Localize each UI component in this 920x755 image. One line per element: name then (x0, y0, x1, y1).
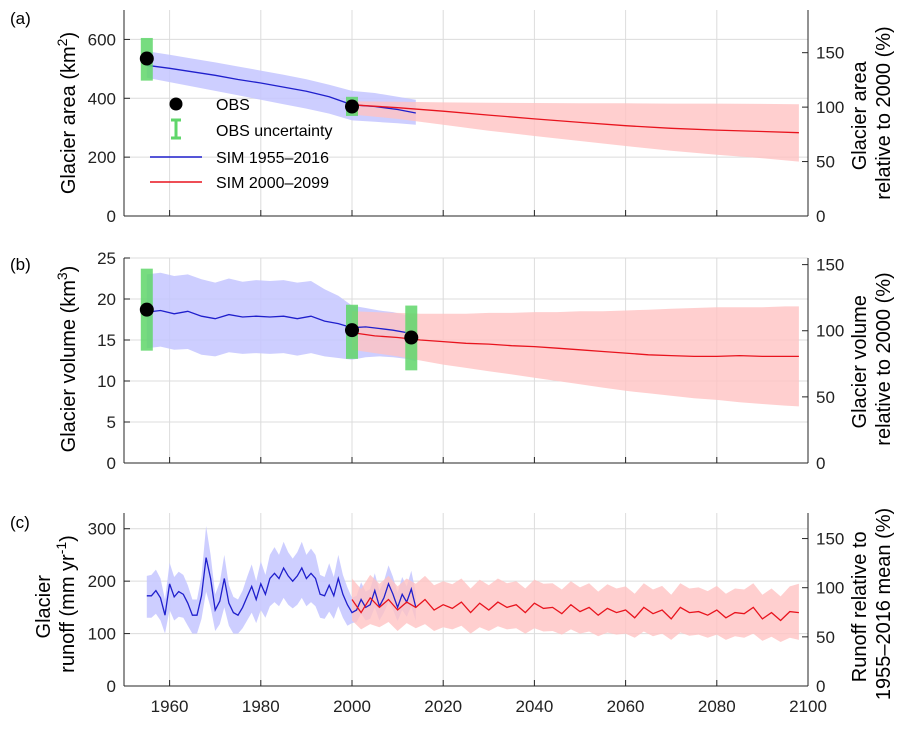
x-tick-label: 2040 (515, 697, 553, 716)
y-tick-label: 0 (107, 454, 116, 473)
series-line-2 (351, 596, 799, 622)
series-line-2 (351, 104, 799, 134)
x-tick-label: 2020 (424, 697, 462, 716)
panel-label-a: (a) (10, 9, 31, 28)
y-tick-label: 100 (88, 625, 116, 644)
y-tick-label: 200 (88, 572, 116, 591)
legend-sim-fut-label: SIM 2000–2099 (216, 175, 329, 192)
obs-point-1 (139, 51, 154, 66)
legend-obs-uncertainty-label: OBS uncertainty (216, 123, 333, 140)
y2-tick-label: 100 (816, 322, 844, 341)
uncertainty-band-series-2 (352, 306, 799, 407)
y-tick-label: 10 (97, 372, 116, 391)
panel-label-b: (b) (10, 255, 31, 274)
x-tick-label: 2080 (698, 697, 736, 716)
x-tick-label: 2100 (789, 697, 827, 716)
y-tick-label: 20 (97, 290, 116, 309)
x-tick-label: 2000 (333, 697, 371, 716)
y2-tick-label: 0 (816, 454, 825, 473)
y2-tick-label: 50 (816, 628, 835, 647)
y-tick-label: 0 (107, 207, 116, 226)
y-tick-label: 25 (97, 249, 116, 268)
y2-tick-label: 50 (816, 388, 835, 407)
y-tick-label: 15 (97, 331, 116, 350)
series-line-1 (146, 557, 417, 617)
y-tick-label: 200 (88, 148, 116, 167)
y-axis-label-area: Glacier area (km2) (54, 32, 80, 194)
panel-b-glacier-volume: 0 5 10 15 20 25 0 50 100 150 (b) Glacier volume (… (10, 249, 895, 473)
x-tick-label: 1980 (242, 697, 280, 716)
y2-axis-label-runoff: Runoff relative to 1955–2016 mean (%) (849, 508, 895, 700)
legend-sim-hist-label: SIM 1955–2016 (216, 150, 329, 167)
obs-point-1 (139, 302, 154, 317)
y2-tick-label: 50 (816, 153, 835, 172)
series-line-1 (146, 309, 417, 338)
y-tick-label: 600 (88, 30, 116, 49)
obs-point-3 (404, 330, 419, 345)
y2-tick-label: 150 (816, 256, 844, 275)
obs-point-2 (345, 323, 359, 338)
y-axis-label-volume: Glacier volume (km3) (54, 266, 80, 453)
x-tick-label: 1960 (151, 697, 189, 716)
panel-a-glacier-area: 0 200 400 600 0 50 100 150 OBS OBS uncertainty SI… (10, 9, 895, 226)
y2-tick-label: 150 (816, 44, 844, 63)
y2-axis-label-area: Glacier area relative to 2000 (%) (849, 26, 895, 199)
series-line-2 (351, 331, 799, 358)
y-tick-label: 0 (107, 677, 116, 696)
legend-obs-label: OBS (216, 97, 250, 114)
x-tick-label: 2060 (607, 697, 645, 716)
y2-tick-label: 0 (816, 677, 825, 696)
y-tick-label: 5 (107, 413, 116, 432)
legend-obs-marker (169, 97, 183, 111)
y-tick-label: 400 (88, 89, 116, 108)
y2-axis-label-volume: Glacier volume relative to 2000 (%) (849, 272, 895, 445)
y-axis-label-runoff: Glacier runoff (mm yr-1) (33, 535, 79, 673)
y-tick-label: 300 (88, 520, 116, 539)
obs-point-2 (345, 99, 359, 114)
y2-tick-label: 0 (816, 207, 825, 226)
y2-tick-label: 100 (816, 98, 844, 117)
y2-tick-label: 100 (816, 579, 844, 598)
panel-label-c: (c) (10, 513, 30, 532)
uncertainty-band-series-2 (352, 101, 799, 162)
panel-c-glacier-runoff: 0 100 200 300 0 50 100 150 1960 1980 2000 2020 2040 2… (10, 508, 895, 716)
y2-tick-label: 150 (816, 530, 844, 549)
